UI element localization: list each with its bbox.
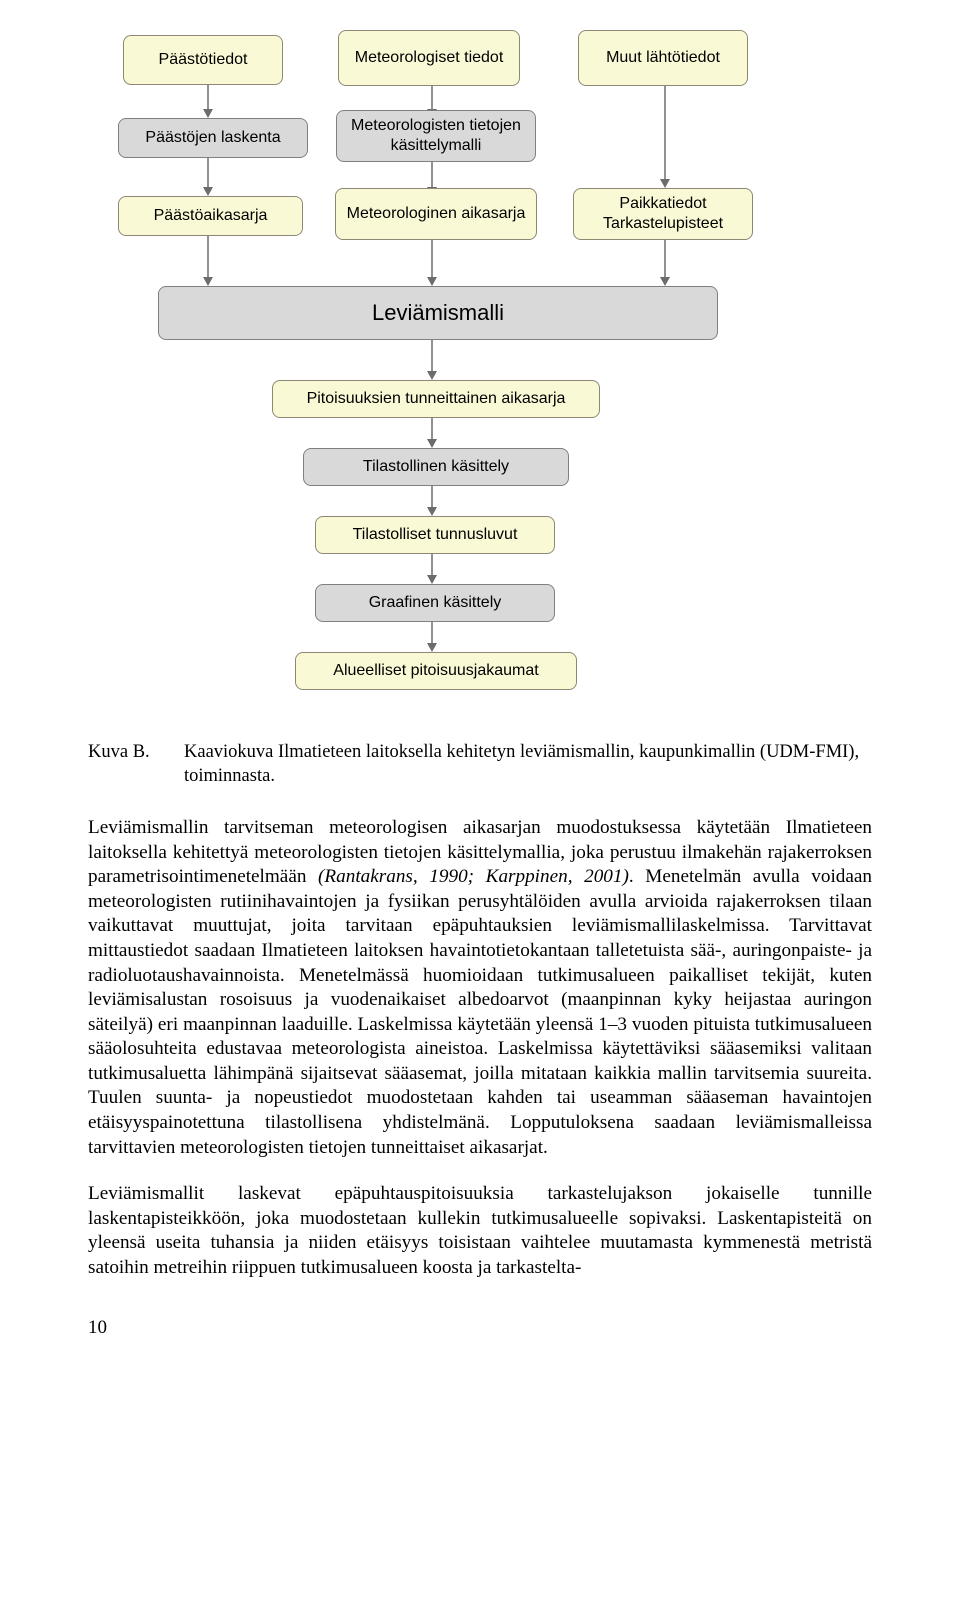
arrow-icon: [422, 622, 442, 652]
arrow-icon: [655, 86, 675, 188]
node-meteorologinen-aikasarja: Meteorologinen aikasarja: [335, 188, 537, 240]
paragraph-1-ref: (Rantakrans, 1990; Karppinen, 2001): [318, 866, 629, 887]
arrow-icon: [198, 236, 218, 286]
node-alueelliset-pitoisuusjakaumat: Alueelliset pitoisuusjakaumat: [295, 652, 577, 690]
node-paastojen-laskenta: Päästöjen laskenta: [118, 118, 308, 158]
arrow-icon: [655, 240, 675, 286]
figure-caption: Kuva B. Kaaviokuva Ilmatieteen laitoksel…: [88, 740, 872, 788]
arrow-icon: [198, 85, 218, 118]
node-tilastolliset-tunnusluvut: Tilastolliset tunnusluvut: [315, 516, 555, 554]
node-meteorologisten-kasittelymalli: Meteorologisten tietojen käsittelymalli: [336, 110, 536, 162]
arrow-icon: [422, 240, 442, 286]
node-leviamismalli: Leviämismalli: [158, 286, 718, 340]
node-pitoisuuksien-aikasarja: Pitoisuuksien tunneittainen aikasarja: [272, 380, 600, 418]
page-number: 10: [88, 1317, 872, 1339]
paragraph-1: Leviämismallin tarvitseman meteorologise…: [88, 816, 872, 1160]
node-tilastollinen-kasittely: Tilastollinen käsittely: [303, 448, 569, 486]
paragraph-2: Leviämismallit laskevat epäpuhtauspitois…: [88, 1182, 872, 1280]
paragraph-1b: . Menetelmän avulla voidaan meteorologis…: [88, 866, 872, 1157]
arrow-icon: [422, 554, 442, 584]
node-paikkatiedot: Paikkatiedot Tarkastelupisteet: [573, 188, 753, 240]
caption-text: Kaaviokuva Ilmatieteen laitoksella kehit…: [184, 740, 872, 788]
node-meteorologiset-tiedot: Meteorologiset tiedot: [338, 30, 520, 86]
caption-label: Kuva B.: [88, 740, 184, 788]
node-muut-lahtotiedot: Muut lähtötiedot: [578, 30, 748, 86]
arrow-icon: [422, 340, 442, 380]
arrow-icon: [198, 158, 218, 196]
node-paastotiedot: Päästötiedot: [123, 35, 283, 85]
arrow-icon: [422, 486, 442, 516]
node-graafinen-kasittely: Graafinen käsittely: [315, 584, 555, 622]
flowchart: Päästötiedot Meteorologiset tiedot Muut …: [88, 30, 872, 720]
node-paastoaikasarja: Päästöaikasarja: [118, 196, 303, 236]
arrow-icon: [422, 418, 442, 448]
